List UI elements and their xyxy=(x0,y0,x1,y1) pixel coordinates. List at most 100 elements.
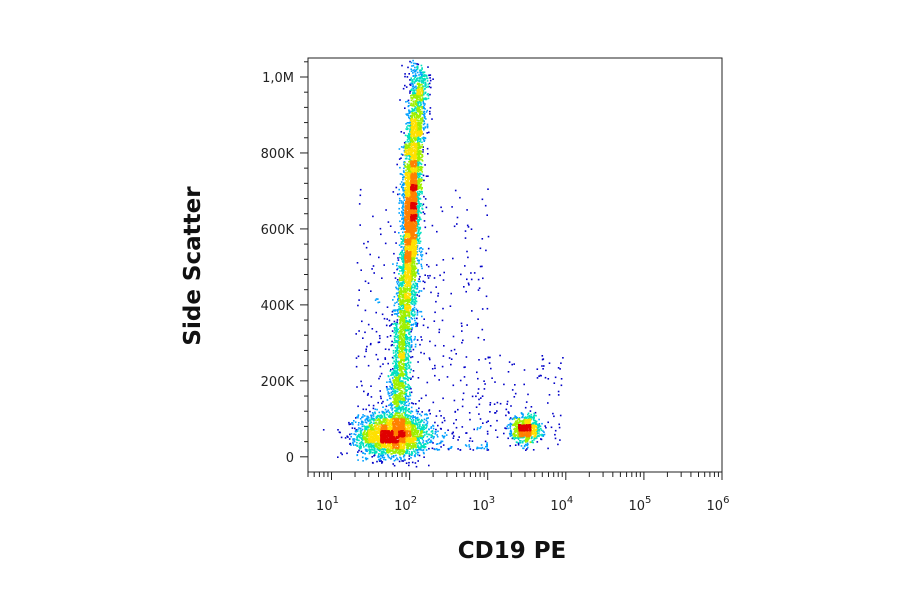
event-dot xyxy=(401,398,403,401)
event-dot xyxy=(398,158,401,160)
event-dot xyxy=(494,381,496,383)
event-dot xyxy=(536,427,539,429)
event-dot xyxy=(358,449,360,452)
event-dot xyxy=(414,285,416,288)
event-dot xyxy=(395,327,398,329)
event-dot xyxy=(430,436,432,439)
event-dot xyxy=(421,438,424,441)
event-dot xyxy=(421,94,423,97)
event-dot xyxy=(417,242,419,244)
event-dot xyxy=(410,317,412,319)
event-dot xyxy=(421,98,424,101)
event-dot xyxy=(418,230,420,232)
event-dot xyxy=(535,420,538,423)
event-dot xyxy=(399,320,402,322)
event-dot xyxy=(414,267,416,269)
event-dot xyxy=(409,412,412,414)
event-dot xyxy=(370,342,372,345)
event-dot xyxy=(476,427,479,429)
event-dot xyxy=(410,99,413,102)
event-dot xyxy=(425,394,427,397)
event-dot xyxy=(402,334,404,337)
event-dot xyxy=(396,377,398,380)
event-dot xyxy=(515,429,518,432)
event-dot xyxy=(373,272,375,274)
event-dot xyxy=(421,254,424,256)
event-dot xyxy=(430,291,432,294)
event-dot xyxy=(396,281,398,283)
event-dot xyxy=(418,178,420,180)
event-dot xyxy=(420,231,422,234)
event-dot xyxy=(411,110,413,113)
event-dot xyxy=(412,140,414,142)
event-dot xyxy=(403,328,405,330)
event-dot xyxy=(400,237,402,240)
event-dot xyxy=(424,84,426,86)
event-dot xyxy=(374,299,377,301)
event-dot xyxy=(411,259,413,261)
event-dot xyxy=(395,412,398,414)
event-dot xyxy=(412,74,415,77)
event-dot xyxy=(403,330,406,333)
event-dot xyxy=(388,414,391,416)
event-dot xyxy=(406,452,408,454)
event-dot xyxy=(391,356,394,359)
event-dot xyxy=(395,372,397,375)
event-dot xyxy=(405,310,407,313)
event-dot xyxy=(426,425,428,427)
event-dot xyxy=(396,294,399,297)
event-dot xyxy=(397,397,399,400)
event-dot xyxy=(526,448,528,450)
event-dot xyxy=(396,374,399,376)
event-dot xyxy=(422,424,424,427)
event-dot xyxy=(554,376,557,379)
event-dot xyxy=(420,212,423,214)
event-dot xyxy=(406,340,409,343)
event-dot xyxy=(396,163,398,166)
event-dot xyxy=(385,324,388,327)
event-dot xyxy=(416,96,419,99)
event-dot xyxy=(404,314,407,317)
event-dot xyxy=(412,438,415,441)
event-dot xyxy=(402,215,404,217)
event-dot xyxy=(407,446,409,448)
event-dot xyxy=(367,364,370,367)
event-dot xyxy=(414,438,417,441)
event-dot xyxy=(406,167,409,169)
event-dot xyxy=(359,188,362,191)
event-dot xyxy=(521,420,524,422)
event-dot xyxy=(406,122,409,124)
event-dot xyxy=(393,355,396,357)
event-dot xyxy=(412,300,414,303)
event-dot xyxy=(428,131,430,134)
event-dot xyxy=(401,64,403,67)
event-dot xyxy=(395,339,398,342)
event-dot xyxy=(521,416,523,419)
event-dot xyxy=(399,296,401,298)
event-dot xyxy=(419,84,421,87)
event-dot xyxy=(356,416,358,418)
event-dot xyxy=(418,138,421,140)
event-dot xyxy=(400,401,403,403)
event-dot xyxy=(398,278,401,281)
event-dot xyxy=(399,367,401,370)
event-dot xyxy=(396,349,399,352)
event-dot xyxy=(415,111,417,114)
event-dot xyxy=(548,362,551,364)
event-dot xyxy=(405,335,407,337)
event-dot xyxy=(398,253,401,256)
event-dot xyxy=(390,416,393,419)
event-dot xyxy=(392,456,395,458)
event-dot xyxy=(410,323,413,326)
event-dot xyxy=(491,377,493,379)
event-dot xyxy=(423,75,426,78)
event-dot xyxy=(391,310,394,313)
event-dot xyxy=(363,390,365,393)
event-dot xyxy=(414,92,416,95)
event-dot xyxy=(408,348,411,351)
event-dot xyxy=(542,435,544,437)
event-dot xyxy=(416,98,418,101)
event-dot xyxy=(402,260,405,262)
event-dot xyxy=(423,426,425,429)
event-dot xyxy=(393,370,396,372)
